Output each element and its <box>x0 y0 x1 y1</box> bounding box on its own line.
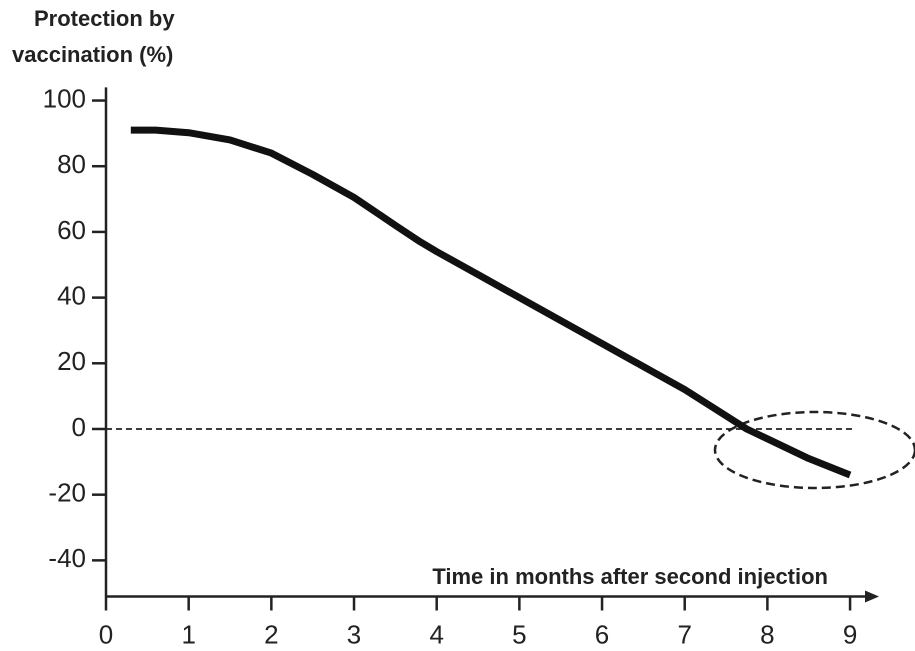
x-tick-label: 0 <box>99 619 113 649</box>
x-tick-label: 7 <box>677 619 691 649</box>
x-axis-label: Time in months after second injection <box>432 564 828 589</box>
data-line <box>130 126 852 479</box>
y-tick-label: -20 <box>48 478 86 508</box>
y-tick-label: 20 <box>57 346 86 376</box>
y-axis-label: Protection by <box>34 6 175 31</box>
x-tick-label: 2 <box>264 619 278 649</box>
x-tick-label: 1 <box>181 619 195 649</box>
y-axis-label: vaccination (%) <box>12 42 173 67</box>
x-tick-label: 9 <box>843 619 857 649</box>
y-tick-label: 80 <box>57 149 86 179</box>
y-tick-label: 0 <box>72 412 86 442</box>
y-tick-label: 60 <box>57 215 86 245</box>
highlight-ellipse <box>713 410 915 490</box>
y-tick-label: -40 <box>48 543 86 573</box>
y-tick-label: 40 <box>57 280 86 310</box>
x-tick-label: 4 <box>429 619 443 649</box>
x-axis-arrow <box>865 590 879 603</box>
x-tick-label: 6 <box>595 619 609 649</box>
x-tick-label: 3 <box>347 619 361 649</box>
y-tick-label: 100 <box>43 83 86 113</box>
x-tick-label: 8 <box>760 619 774 649</box>
x-tick-label: 5 <box>512 619 526 649</box>
